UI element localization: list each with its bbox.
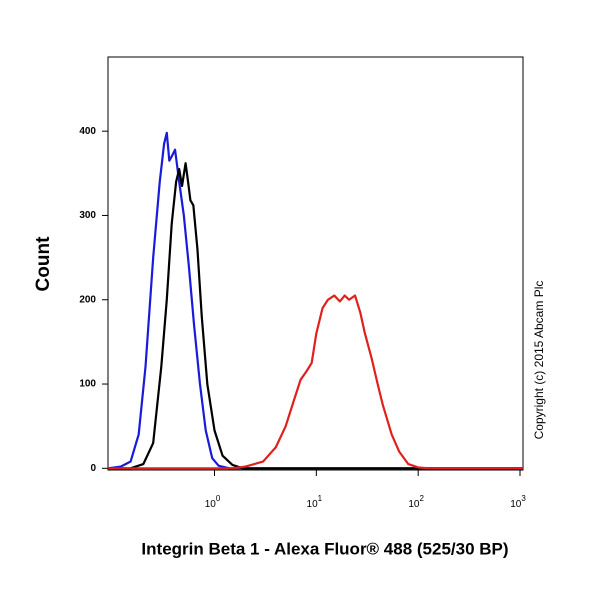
y-tick-label: 200 (79, 294, 96, 305)
y-axis-label: Count (33, 236, 54, 292)
x-tick-exponent: 1 (318, 494, 323, 503)
histogram-line (108, 162, 523, 470)
x-axis-label: Integrin Beta 1 - Alexa Fluor® 488 (525/… (141, 539, 508, 558)
x-tick-base: 10 (408, 499, 420, 510)
x-tick-exponent: 3 (521, 494, 526, 503)
y-tick-label: 100 (79, 379, 96, 390)
x-tick-base: 10 (205, 499, 217, 510)
x-tick-exponent: 2 (420, 494, 425, 503)
plot-frame (107, 56, 524, 471)
x-tick-base: 10 (510, 499, 522, 510)
y-tick-label: 300 (79, 210, 96, 221)
copyright: Copyright (c) 2015 Abcam Plc (532, 281, 546, 440)
histogram-line (108, 294, 523, 470)
x-tick-label: 101 (307, 494, 323, 510)
x-tick-exponent: 0 (216, 494, 221, 503)
histogram-line (107, 131, 523, 470)
x-tick-label: 100 (205, 494, 221, 510)
y-tick-label: 400 (79, 126, 96, 137)
x-tick-label: 103 (510, 494, 526, 510)
x-tick-base: 10 (307, 499, 319, 510)
x-tick-label: 102 (408, 494, 424, 510)
y-tick-label: 0 (90, 463, 96, 474)
